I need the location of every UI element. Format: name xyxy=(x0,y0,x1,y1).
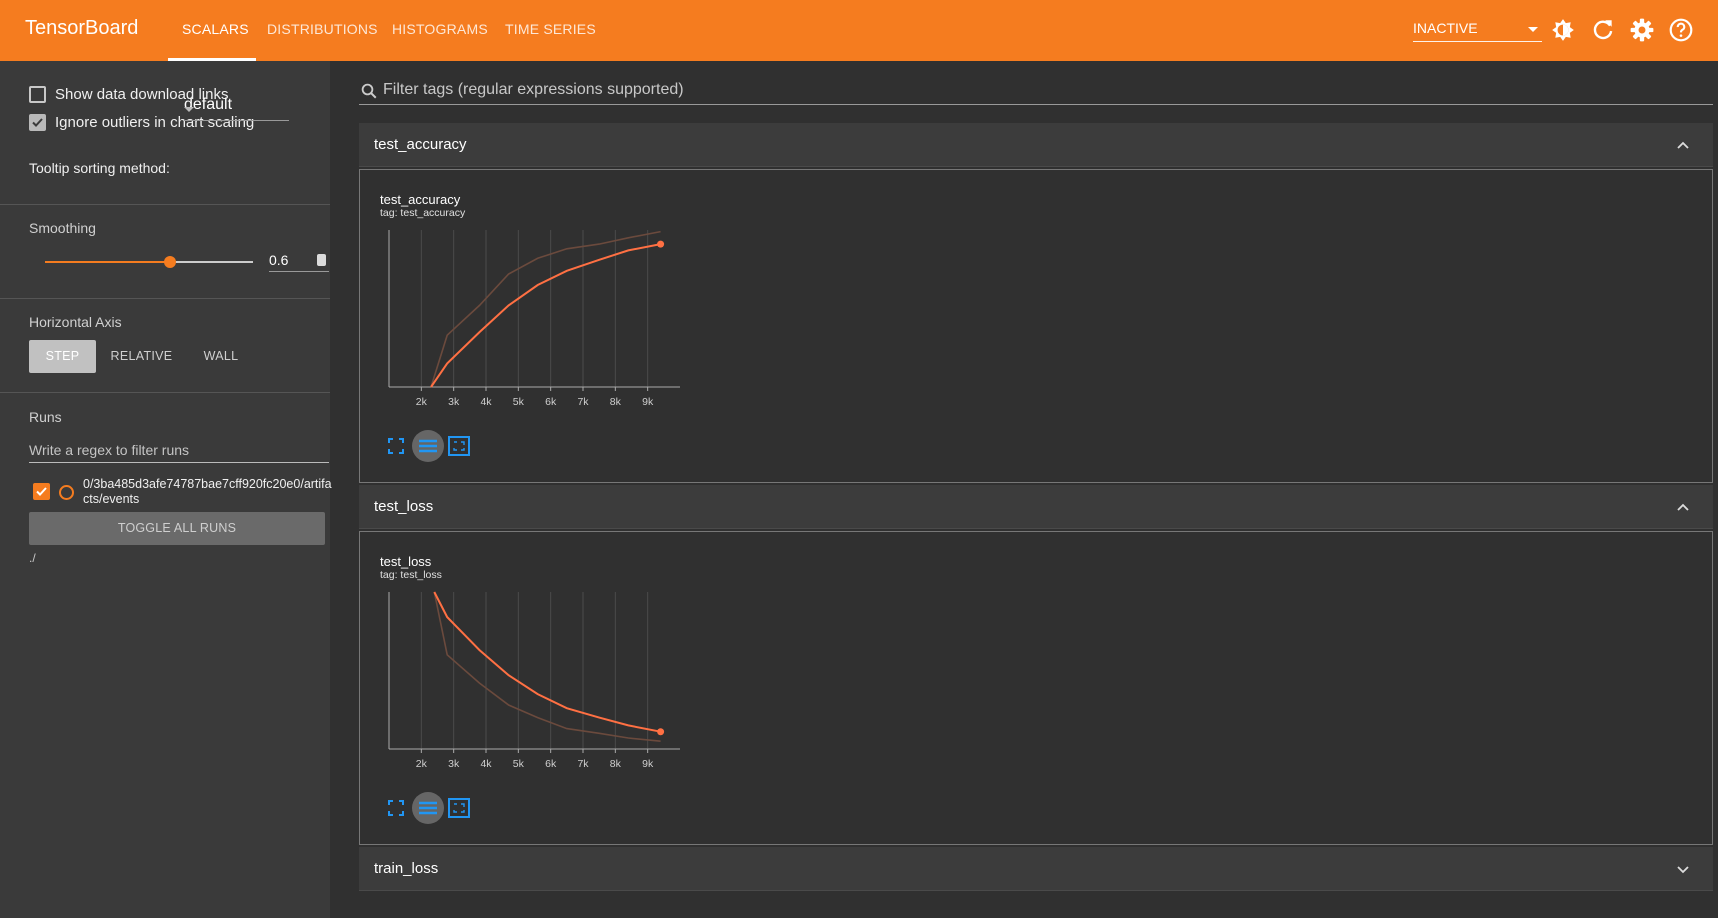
x-tick-label: 7k xyxy=(577,758,589,770)
x-tick-label: 4k xyxy=(480,396,492,408)
fit-domain-icon[interactable] xyxy=(448,436,470,456)
chart-test-accuracy[interactable]: 2k 3k 4k 5k 6k 7k 8k 9k xyxy=(360,220,720,420)
x-tick-label: 2k xyxy=(416,758,428,770)
x-tick-label: 6k xyxy=(545,758,557,770)
runs-label: Runs xyxy=(29,409,62,425)
checkmark-icon xyxy=(36,487,47,496)
spinner-icon[interactable] xyxy=(317,254,326,266)
axis-wall-button[interactable]: WALL xyxy=(203,349,239,363)
divider xyxy=(0,298,330,299)
axis-relative-button[interactable]: RELATIVE xyxy=(110,349,173,363)
settings-icon[interactable] xyxy=(1629,17,1655,43)
run-name: 0/3ba485d3afe74787bae7cff920fc20e0/artif… xyxy=(83,477,332,506)
x-tick-label: 9k xyxy=(642,396,654,408)
tab-scalars[interactable]: SCALARS xyxy=(182,21,249,37)
chart-card-test-loss: test_loss tag: test_loss 2k 3k 4k 5k 6k 7k 8k 9… xyxy=(359,531,1713,845)
runs-filter-placeholder: Write a regex to filter runs xyxy=(29,442,190,458)
active-tab-indicator xyxy=(168,58,256,61)
smoothed-series-line xyxy=(433,591,661,733)
group-header-test-accuracy[interactable]: test_accuracy xyxy=(359,123,1713,167)
x-tick-label: 8k xyxy=(610,758,622,770)
run-color-picker[interactable] xyxy=(59,485,74,500)
chevron-down-icon xyxy=(1528,27,1538,32)
group-title: test_accuracy xyxy=(374,136,467,153)
show-download-links-checkbox[interactable] xyxy=(29,86,46,103)
chart-test-loss[interactable]: 2k 3k 4k 5k 6k 7k 8k 9k xyxy=(360,582,720,782)
toggle-log-scale-icon[interactable] xyxy=(412,430,444,462)
x-tick-label: 8k xyxy=(610,396,622,408)
toggle-all-runs-button[interactable]: TOGGLE ALL RUNS xyxy=(29,512,325,545)
search-icon xyxy=(361,83,377,99)
x-tick-label: 3k xyxy=(448,758,460,770)
x-tick-label: 7k xyxy=(577,396,589,408)
theme-toggle-icon[interactable] xyxy=(1550,17,1576,43)
raw-series-line xyxy=(433,591,661,742)
reload-status-value: INACTIVE xyxy=(1413,20,1478,36)
tooltip-sorting-value: default xyxy=(184,96,233,113)
top-app-bar: TensorBoard SCALARS DISTRIBUTIONS HISTOG… xyxy=(0,0,1718,61)
last-point-marker xyxy=(657,240,665,248)
smoothing-slider-fill xyxy=(45,261,170,263)
smoothing-label: Smoothing xyxy=(29,220,96,236)
smoothing-value: 0.6 xyxy=(269,252,289,268)
reload-status-select[interactable]: INACTIVE xyxy=(1413,18,1542,42)
tooltip-sorting-select[interactable]: default xyxy=(184,95,289,121)
run-checkbox[interactable] xyxy=(33,483,50,500)
smoothing-slider-thumb[interactable] xyxy=(163,256,176,268)
horizontal-axis-label: Horizontal Axis xyxy=(29,314,122,330)
tag-filter-placeholder: Filter tags (regular expressions support… xyxy=(383,81,684,98)
chevron-up-icon[interactable] xyxy=(1676,500,1690,514)
group-title: train_loss xyxy=(374,860,439,877)
raw-series-line xyxy=(430,230,661,388)
tag-filter-input[interactable]: Filter tags (regular expressions support… xyxy=(359,79,1713,105)
x-tick-label: 6k xyxy=(545,396,557,408)
refresh-icon[interactable] xyxy=(1590,17,1616,43)
app-title: TensorBoard xyxy=(25,17,139,39)
last-point-marker xyxy=(657,728,665,736)
toggle-log-scale-icon[interactable] xyxy=(412,792,444,824)
chart-card-test-accuracy: test_accuracy tag: test_accuracy 2k 3k 4k 5… xyxy=(359,169,1713,483)
fullscreen-icon[interactable] xyxy=(388,800,404,816)
card-title: test_loss xyxy=(380,554,432,569)
tooltip-sorting-label: Tooltip sorting method: xyxy=(29,160,170,176)
fit-domain-icon[interactable] xyxy=(448,798,470,818)
x-tick-label: 4k xyxy=(480,758,492,770)
card-title: test_accuracy xyxy=(380,192,461,207)
axis-step-button[interactable]: STEP xyxy=(29,340,96,373)
help-icon[interactable] xyxy=(1668,17,1694,43)
card-tag: tag: test_accuracy xyxy=(380,207,466,219)
x-tick-label: 5k xyxy=(513,396,525,408)
group-header-train-loss[interactable]: train_loss xyxy=(359,847,1713,891)
runs-path: ./ xyxy=(29,551,36,565)
smoothing-input[interactable]: 0.6 xyxy=(269,248,329,272)
show-download-links-label: Show data download links xyxy=(55,86,229,103)
card-tag: tag: test_loss xyxy=(380,569,442,581)
smoothed-series-line xyxy=(430,243,661,388)
divider xyxy=(0,392,330,393)
ignore-outliers-label: Ignore outliers in chart scaling xyxy=(55,114,255,131)
tab-distributions[interactable]: DISTRIBUTIONS xyxy=(267,21,378,37)
tab-histograms[interactable]: HISTOGRAMS xyxy=(392,21,488,37)
x-tick-label: 9k xyxy=(642,758,654,770)
group-title: test_loss xyxy=(374,498,434,515)
x-tick-label: 5k xyxy=(513,758,525,770)
chevron-up-icon[interactable] xyxy=(1676,138,1690,152)
chevron-down-icon xyxy=(184,107,194,112)
sidebar xyxy=(0,61,330,918)
group-header-test-loss[interactable]: test_loss xyxy=(359,485,1713,529)
divider xyxy=(0,204,330,205)
runs-filter-input[interactable]: Write a regex to filter runs xyxy=(29,439,329,463)
checkmark-icon xyxy=(32,118,43,127)
ignore-outliers-checkbox[interactable] xyxy=(29,114,46,131)
x-tick-label: 2k xyxy=(416,396,428,408)
x-tick-label: 3k xyxy=(448,396,460,408)
tab-time-series[interactable]: TIME SERIES xyxy=(505,21,596,37)
chevron-down-icon[interactable] xyxy=(1676,862,1690,876)
fullscreen-icon[interactable] xyxy=(388,438,404,454)
